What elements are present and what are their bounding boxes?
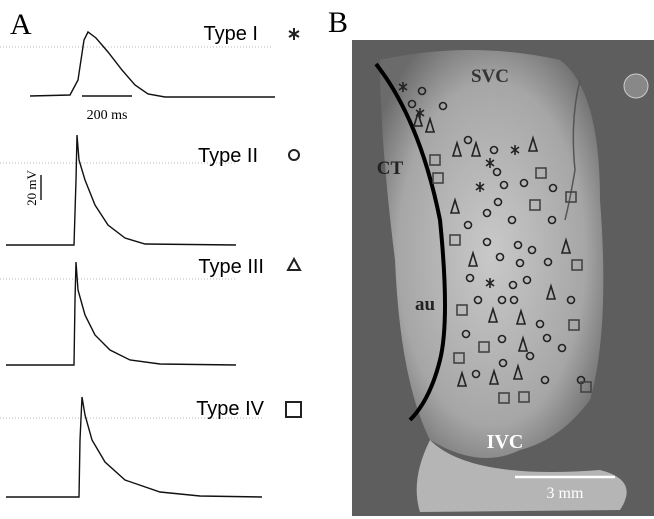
- recording-site: [515, 308, 527, 325]
- recording-site: [412, 110, 424, 127]
- length-scale-label: 3 mm: [547, 485, 584, 502]
- recording-site: [540, 375, 550, 385]
- recording-site: [451, 140, 463, 157]
- recording-site: [560, 237, 572, 254]
- recording-site: [461, 329, 471, 339]
- recording-site: [565, 191, 577, 203]
- recording-site: [545, 283, 557, 300]
- recording-site: [527, 245, 537, 255]
- time-scale-label: 200 ms: [87, 108, 128, 123]
- recording-site: [518, 391, 530, 403]
- recording-site: [456, 304, 468, 316]
- recording-site: [463, 135, 473, 145]
- recording-site: [508, 280, 518, 290]
- recording-site: [398, 82, 408, 92]
- recording-site: [517, 335, 529, 352]
- type-label: Type II: [198, 145, 258, 167]
- region-label: SVC: [471, 66, 509, 87]
- recording-site: [525, 351, 535, 361]
- region-label: au: [415, 294, 436, 315]
- region-label: CT: [377, 158, 404, 179]
- recording-site: [471, 369, 481, 379]
- recording-site: [529, 199, 541, 211]
- recording-site: [449, 234, 461, 246]
- recording-site: [482, 237, 492, 247]
- recording-site: [465, 273, 475, 283]
- recording-site: [489, 145, 499, 155]
- recording-site: [527, 135, 539, 152]
- recording-site: [493, 197, 503, 207]
- voltage-scale-label: 20 mV: [24, 170, 39, 206]
- recording-site: [478, 341, 490, 353]
- recording-site: [456, 370, 468, 387]
- recording-site: [485, 158, 495, 168]
- recording-site: [488, 368, 500, 385]
- recording-site: [571, 259, 583, 271]
- recording-site: [535, 167, 547, 179]
- type-label: Type I: [204, 23, 258, 45]
- recording-site: [453, 352, 465, 364]
- recording-site: [512, 363, 524, 380]
- recording-site: [438, 101, 448, 111]
- recording-site: [432, 172, 444, 184]
- recording-site: [429, 154, 441, 166]
- panel-label: B: [328, 6, 348, 39]
- recording-site: [513, 240, 523, 250]
- region-label: IVC: [487, 431, 524, 453]
- recording-site: [498, 358, 508, 368]
- type-label: Type III: [198, 256, 264, 278]
- recording-site: [497, 334, 507, 344]
- recording-site: [473, 295, 483, 305]
- recording-site: [407, 99, 417, 109]
- recording-site: [499, 180, 509, 190]
- recording-site: [470, 140, 482, 157]
- recording-site: [547, 215, 557, 225]
- legend-symbols: [285, 28, 302, 418]
- recording-site: [548, 183, 558, 193]
- recording-site: [515, 258, 525, 268]
- recording-site: [497, 295, 507, 305]
- recording-site: [475, 182, 485, 192]
- recording-site: [417, 86, 427, 96]
- recording-site: [449, 197, 461, 214]
- recording-site: [522, 275, 532, 285]
- panel-label: A: [10, 8, 32, 41]
- recording-site: [498, 392, 510, 404]
- traces: [0, 30, 275, 498]
- recording-site: [510, 145, 520, 155]
- recording-site: [467, 250, 479, 267]
- recording-site: [487, 306, 499, 323]
- recording-site: [509, 295, 519, 305]
- recording-site: [542, 333, 552, 343]
- recording-site: [507, 215, 517, 225]
- recording-site: [535, 319, 545, 329]
- recording-site: [557, 343, 567, 353]
- recording-site: [568, 319, 580, 331]
- recording-site: [543, 257, 553, 267]
- recording-site: [580, 381, 592, 393]
- type-label: Type IV: [196, 398, 264, 420]
- recording-site: [463, 220, 473, 230]
- recording-site: [482, 208, 492, 218]
- photo: [352, 40, 654, 516]
- recording-site: [495, 252, 505, 262]
- recording-site: [424, 116, 436, 133]
- recording-site: [485, 278, 495, 288]
- recording-site: [519, 178, 529, 188]
- recording-site: [492, 167, 502, 177]
- recording-site: [566, 295, 576, 305]
